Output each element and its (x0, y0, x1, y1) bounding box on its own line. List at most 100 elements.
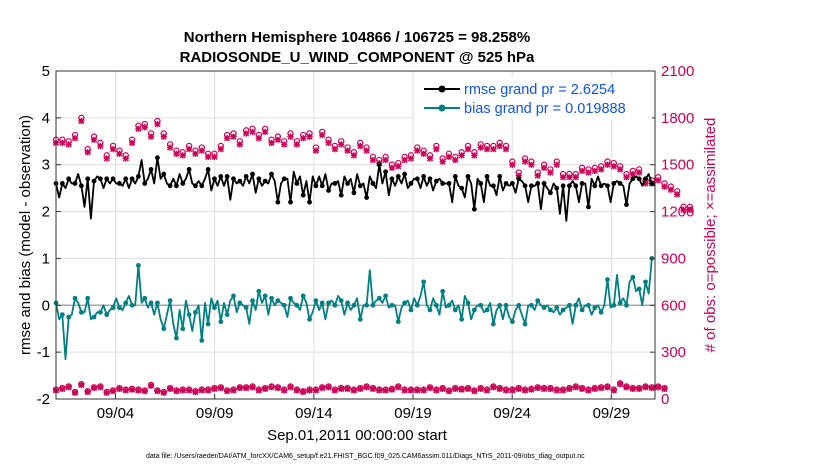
obs-assimilated-marker (357, 385, 364, 392)
obs-assimilated-marker (255, 387, 262, 394)
obs-assimilated-marker (78, 117, 85, 125)
bias-point (250, 298, 255, 303)
y-left-tick-label: 1 (42, 250, 50, 267)
legend-bias-label: bias grand pr = 0.019888 (464, 101, 626, 117)
rmse-point (446, 181, 452, 186)
bias-point (218, 319, 224, 325)
bias-point (300, 293, 306, 299)
obs-assimilated-marker (166, 144, 174, 151)
obs-assimilated-marker (528, 161, 535, 168)
obs-assimilated-marker (236, 384, 243, 392)
rmse-point (250, 171, 255, 177)
rmse-point (193, 183, 198, 189)
bias-point (573, 302, 579, 308)
rmse-point (395, 174, 401, 179)
obs-assimilated-marker (407, 155, 415, 162)
obs-assimilated-marker (154, 120, 161, 128)
bias-point (617, 300, 623, 306)
rmse-point (459, 185, 465, 191)
obs-assimilated-marker (629, 170, 636, 178)
bias-point (256, 288, 262, 294)
obs-assimilated-marker (147, 133, 155, 140)
bias-point (421, 279, 427, 285)
y-left-tick-label: 4 (42, 110, 50, 127)
obs-assimilated-marker (306, 387, 313, 394)
x-tick-label: 09/24 (493, 405, 531, 422)
bias-point (452, 307, 458, 313)
y-left-tick-label: -2 (37, 391, 50, 408)
obs-assimilated-marker (477, 385, 484, 392)
bias-point (389, 302, 395, 308)
obs-assimilated-marker (173, 388, 180, 395)
rmse-point (116, 181, 122, 186)
rmse-point (567, 183, 572, 189)
bias-point (611, 302, 617, 308)
bias-point (231, 293, 236, 299)
rmse-point (237, 178, 243, 184)
obs-assimilated-marker (407, 387, 415, 394)
obs-assimilated-marker (452, 385, 459, 392)
obs-assimilated-marker (401, 387, 408, 394)
y-axis-left: -2 -1 0 1 2 3 4 5 (37, 63, 61, 408)
obs-assimilated-marker (655, 177, 662, 184)
obs-assimilated-marker (636, 385, 643, 392)
obs-assimilated-marker (420, 150, 427, 157)
obs-assimilated-marker (521, 387, 529, 394)
rmse-point (104, 176, 110, 182)
legend-bias-marker (438, 104, 446, 112)
obs-assimilated-marker (540, 385, 548, 392)
obs-assimilated-marker (598, 166, 605, 173)
rmse-point (433, 178, 439, 184)
obs-assimilated-marker (350, 152, 358, 159)
obs-assimilated-marker (357, 142, 364, 150)
obs-assimilated-marker (433, 387, 440, 394)
rmse-point (440, 181, 446, 186)
obs-assimilated-marker (604, 161, 611, 168)
obs-assimilated-marker (502, 145, 510, 153)
obs-assimilated-marker (464, 145, 472, 153)
obs-assimilated-marker (559, 174, 567, 181)
obs-assimilated-marker (426, 384, 434, 392)
obs-assimilated-marker (211, 385, 218, 392)
bias-point (605, 277, 610, 282)
obs-assimilated-marker (566, 385, 573, 392)
rmse-point (345, 181, 350, 186)
legend: rmse grand pr = 2.6254 bias grand pr = 0… (414, 77, 652, 119)
obs-assimilated-marker (344, 147, 351, 154)
obs-assimilated-marker (319, 131, 326, 139)
obs-assimilated-marker (287, 133, 294, 140)
rmse-point (402, 171, 408, 177)
y-right-tick-label: 900 (661, 250, 686, 267)
rmse-point (376, 162, 382, 168)
plot-area (56, 71, 655, 399)
obs-assimilated-marker (192, 150, 199, 157)
obs-assimilated-marker (97, 384, 104, 391)
rmse-point (59, 181, 65, 186)
obs-assimilated-marker (604, 384, 611, 391)
obs-assimilated-marker (103, 389, 110, 396)
rmse-point (300, 192, 306, 198)
obs-assimilated-marker (255, 135, 262, 142)
bias-point (66, 314, 72, 320)
rmse-point (326, 188, 331, 193)
obs-assimilated-marker (128, 386, 136, 393)
y-left-tick-label: 5 (42, 63, 50, 80)
bias-point (370, 302, 376, 308)
obs-assimilated-marker (578, 385, 586, 392)
bias-point (243, 305, 249, 311)
obs-assimilated-marker (281, 387, 288, 394)
obs-assimilated-marker (185, 145, 193, 153)
legend-box (414, 77, 652, 119)
bias-point (116, 305, 122, 311)
obs-assimilated-marker (135, 125, 142, 132)
obs-assimilated-marker (502, 387, 510, 394)
bias-point (307, 316, 312, 322)
obs-assimilated-marker (160, 389, 167, 396)
rmse-point (649, 181, 655, 186)
bias-point (91, 314, 97, 320)
bias-point (402, 300, 408, 306)
obs-assimilated-marker (268, 384, 275, 391)
rmse-point (503, 181, 509, 186)
rmse-point (522, 183, 528, 189)
